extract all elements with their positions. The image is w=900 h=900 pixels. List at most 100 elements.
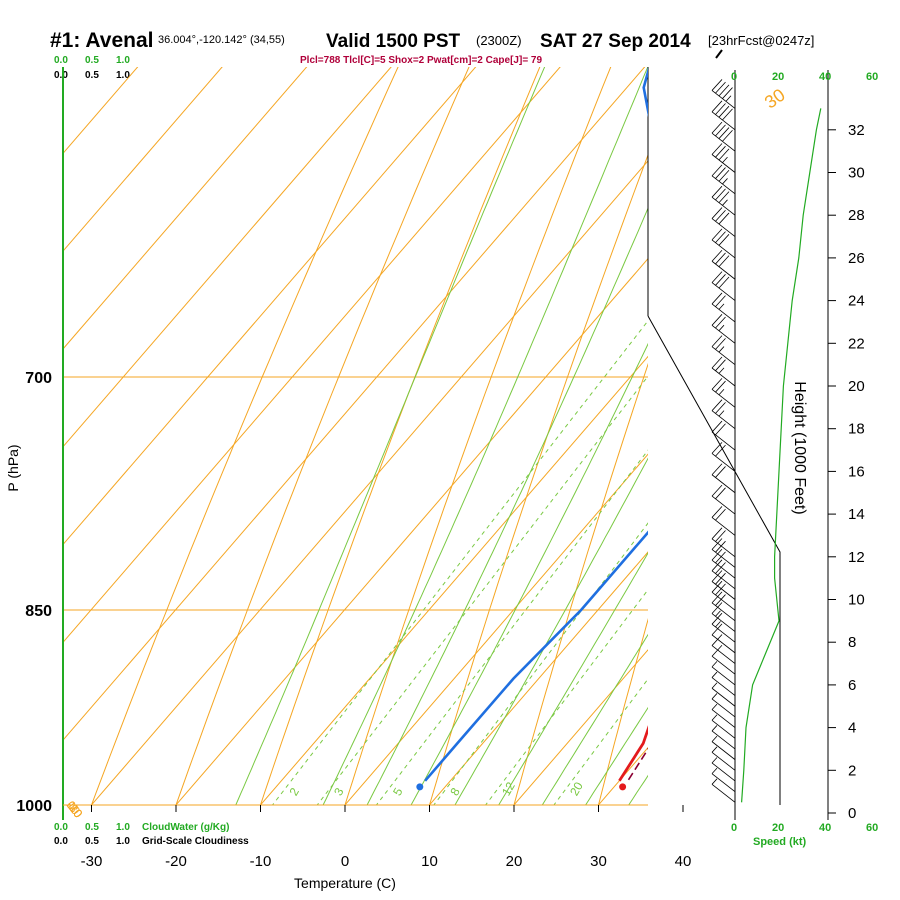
wind-barb: [711, 746, 736, 771]
wind-barb-flag: [718, 367, 725, 374]
mixing-ratio-line: [271, 320, 648, 805]
wind-barb: [711, 612, 736, 643]
wind-barb-flag: [715, 610, 721, 617]
wind-barb-flag: [718, 127, 730, 139]
wind-barb-flag: [715, 621, 721, 628]
wind-barb: [711, 420, 736, 451]
cloud-water-label: CloudWater (g/Kg): [142, 822, 229, 833]
wind-barb-flag: [711, 602, 723, 614]
height-tick-label: 0: [848, 805, 856, 822]
speed-bottom-60: 60: [866, 822, 878, 834]
wind-barb-flag: [711, 778, 718, 785]
wind-barb: [711, 506, 736, 536]
wind-barb: [711, 767, 736, 792]
speed-bottom-0: 0: [731, 822, 737, 834]
wind-barb-staff: [711, 645, 736, 664]
dry-adiabat-line: [428, 153, 648, 805]
wind-barb-flag: [718, 212, 730, 225]
chart-title-fcst: [23hrFcst@0247z]: [708, 33, 814, 48]
wind-barb: [711, 580, 736, 611]
wind-barb-flag: [711, 538, 723, 550]
wind-barb-flag: [711, 757, 718, 764]
wind-barb: [711, 671, 736, 696]
wind-barb-flag: [715, 466, 726, 478]
wind-barb-flag: [711, 378, 723, 390]
wind-barb-flag: [711, 623, 723, 636]
wind-barb-flag: [715, 594, 726, 606]
wind-barb-flag: [711, 506, 723, 518]
wind-barb-flag: [715, 402, 726, 414]
isotherm-line: [344, 453, 648, 805]
wind-barb: [711, 778, 736, 803]
wind-barb-flag: [711, 463, 723, 476]
x-tick-label: 10: [421, 853, 438, 870]
wind-barb: [711, 693, 736, 718]
wind-barb-flag: [711, 100, 723, 113]
wind-barb-flag: [711, 725, 718, 732]
wind-barb: [711, 335, 736, 365]
wind-barb: [711, 735, 736, 760]
wind-barb-staff: [711, 367, 736, 387]
height-tick-label: 32: [848, 122, 865, 139]
x-tick-label: 0: [341, 853, 349, 870]
wind-barb-staff: [711, 154, 736, 173]
wind-barb: [711, 623, 736, 654]
height-tick-label: 28: [848, 207, 865, 224]
height-tick-label: 8: [848, 634, 856, 651]
wind-barb-staff: [711, 773, 736, 792]
wind-barb-flag: [718, 388, 725, 396]
wind-barb: [711, 703, 736, 728]
wind-barb-flag: [718, 234, 730, 246]
chart-header: #1: Avenal 36.004°,-120.142° (34,55) Val…: [50, 29, 814, 66]
wind-barb-flag: [715, 444, 726, 457]
wind-arrow-icon: [715, 49, 723, 59]
wind-barb-flag: [711, 559, 723, 572]
wind-barb-flag: [711, 634, 723, 646]
wind-barb-flag: [711, 79, 723, 91]
wind-barb: [711, 634, 736, 664]
height-tick-label: 20: [848, 378, 865, 395]
wind-barb-staff: [711, 517, 736, 536]
wind-speed-profile: [741, 108, 822, 803]
surface-temperature-dot: [619, 783, 627, 791]
wind-barb-flag: [711, 484, 723, 497]
wind-barb-flag: [711, 121, 723, 134]
wind-barb-flag: [715, 572, 726, 585]
wind-barb-staff: [711, 687, 736, 707]
wind-barb-flag: [711, 580, 723, 593]
wind-barb-flag: [718, 105, 730, 118]
speed-top-0: 0: [731, 71, 737, 83]
wind-barb-flag: [718, 276, 730, 289]
wind-barb-flag: [711, 591, 723, 604]
wind-barb-staff: [711, 623, 736, 643]
wind-barb: [711, 591, 736, 622]
wind-barb-staff: [711, 698, 736, 718]
speed-top-40: 40: [819, 71, 831, 83]
mixing-ratio-label: 20: [567, 779, 586, 798]
wind-barb-flag: [722, 108, 733, 121]
chart-title-valid: Valid 1500 PST: [326, 31, 461, 52]
moist-adiabat-line: [235, 67, 546, 805]
wind-barb-flag: [722, 129, 733, 142]
x-tick-label: -10: [250, 853, 272, 870]
wind-barb: [711, 725, 736, 750]
wind-barb-flag: [715, 231, 726, 243]
wind-barb-flag: [711, 292, 723, 305]
x-tick-label: 30: [590, 853, 607, 870]
wind-barb-staff: [711, 346, 736, 365]
wind-barb-flag: [711, 442, 723, 454]
wind-barb-flag: [711, 271, 723, 283]
isotherm-line: [428, 551, 648, 805]
moist-adiabat-line: [541, 633, 648, 805]
wind-barb-staff: [711, 389, 736, 408]
wind-barb: [711, 378, 736, 408]
wind-barb-flag: [715, 359, 726, 371]
wind-barb-flag: [718, 324, 725, 331]
wind-barb-staff: [711, 324, 736, 344]
wind-barb-staff: [711, 175, 736, 195]
cloud-bottom-black-0: 0.0: [54, 836, 68, 847]
wind-barb-staff: [711, 111, 736, 131]
stability-indices: Plcl=788 Tlcl[C]=5 Shox=2 Pwat[cm]=2 Cap…: [300, 55, 542, 66]
chart-title-coords: 36.004°,-120.142° (34,55): [158, 34, 285, 46]
wind-barb-staff: [711, 303, 736, 323]
